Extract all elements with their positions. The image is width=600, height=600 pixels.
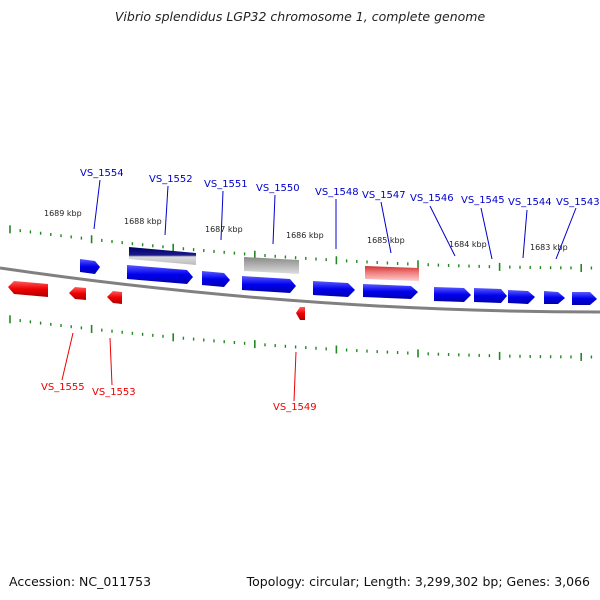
gene-label-vs-1553[interactable]: VS_1553 xyxy=(92,387,136,398)
genome-backbone xyxy=(0,266,600,314)
forward-gene[interactable] xyxy=(434,287,471,302)
reverse-gene[interactable] xyxy=(69,287,86,300)
forward-gene[interactable] xyxy=(508,290,535,304)
ruler-label: 1684 kbp xyxy=(449,240,487,249)
forward-gene-selected[interactable] xyxy=(129,247,196,265)
gene-label-vs-1545[interactable]: VS_1545 xyxy=(461,195,505,206)
gene-label-vs-1549[interactable]: VS_1549 xyxy=(273,402,317,413)
map-title: Vibrio splendidus LGP32 chromosome 1, co… xyxy=(114,9,486,24)
forward-gene[interactable] xyxy=(80,259,100,274)
forward-gene-gray[interactable] xyxy=(244,257,299,274)
gene-label-vs-1546[interactable]: VS_1546 xyxy=(410,193,454,204)
forward-gene-pink[interactable] xyxy=(365,266,419,281)
gene-label-vs-1551[interactable]: VS_1551 xyxy=(204,179,248,190)
reverse-gene[interactable] xyxy=(8,281,48,297)
forward-gene[interactable] xyxy=(544,291,565,304)
forward-leader-lines xyxy=(93,179,577,260)
gene-label-vs-1544[interactable]: VS_1544 xyxy=(508,197,552,208)
gene-label-vs-1548[interactable]: VS_1548 xyxy=(315,187,359,198)
ruler-label: 1685 kbp xyxy=(367,236,405,245)
ruler-label: 1688 kbp xyxy=(124,217,162,226)
ruler-label: 1683 kbp xyxy=(530,243,568,252)
gene-label-vs-1550[interactable]: VS_1550 xyxy=(256,183,300,194)
forward-gene[interactable] xyxy=(127,265,193,284)
gene-label-vs-1554[interactable]: VS_1554 xyxy=(80,168,124,179)
reverse-leader-lines xyxy=(61,332,297,402)
gene-label-vs-1555[interactable]: VS_1555 xyxy=(41,382,85,393)
ruler-ticks-top xyxy=(9,225,593,272)
ruler-label: 1689 kbp xyxy=(44,209,82,218)
reverse-gene[interactable] xyxy=(296,307,305,320)
forward-gene[interactable] xyxy=(474,288,507,303)
forward-gene[interactable] xyxy=(242,276,296,293)
forward-gene[interactable] xyxy=(202,271,230,287)
gene-label-vs-1552[interactable]: VS_1552 xyxy=(149,174,193,185)
ruler-label: 1687 kbp xyxy=(205,225,243,234)
reverse-gene[interactable] xyxy=(107,291,122,304)
gene-label-vs-1547[interactable]: VS_1547 xyxy=(362,190,406,201)
gene-label-vs-1543[interactable]: VS_1543 xyxy=(556,197,600,208)
accession-label: Accession: NC_011753 xyxy=(9,574,152,589)
genome-summary: Topology: circular; Length: 3,299,302 bp… xyxy=(246,574,590,589)
forward-gene[interactable] xyxy=(313,281,355,297)
forward-gene[interactable] xyxy=(363,284,418,299)
ruler-label: 1686 kbp xyxy=(286,231,324,240)
ruler-ticks-bottom xyxy=(9,315,593,361)
forward-gene[interactable] xyxy=(572,292,597,305)
